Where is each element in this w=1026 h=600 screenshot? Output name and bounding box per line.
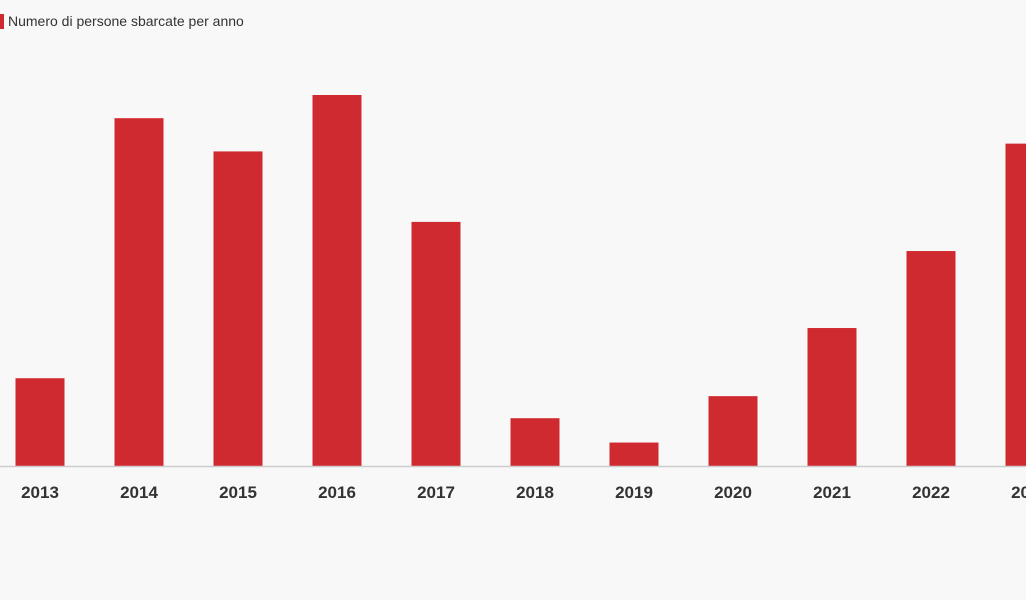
legend-swatch	[0, 13, 4, 29]
bar-2017	[411, 221, 461, 466]
bar-2014	[114, 118, 164, 466]
x-tick-label-2014: 2014	[120, 483, 158, 502]
x-axis-ticks: 2013 2014 2015 2016 2017 2018 2019 2020 2021 2022…	[21, 483, 1026, 502]
x-tick-label-2015: 2015	[219, 483, 257, 502]
bar-2016	[312, 95, 362, 466]
bar-2018	[510, 418, 560, 466]
x-tick-label-2022: 2022	[912, 483, 950, 502]
bar-2019	[609, 442, 659, 466]
legend-label: Numero di persone sbarcate per anno	[8, 13, 244, 29]
bar-2020	[708, 396, 758, 466]
x-tick-label-2019: 2019	[615, 483, 653, 502]
bar-2023	[1005, 143, 1026, 466]
bars-group	[15, 95, 1026, 466]
x-tick-label-2016: 2016	[318, 483, 356, 502]
bar-2022	[906, 251, 956, 466]
x-tick-label-2021: 2021	[813, 483, 851, 502]
bar-2015	[213, 151, 263, 466]
x-tick-label-2018: 2018	[516, 483, 554, 502]
legend: Numero di persone sbarcate per anno	[0, 13, 244, 29]
x-tick-label-2013: 2013	[21, 483, 59, 502]
x-tick-label-2020: 2020	[714, 483, 752, 502]
bar-2021	[807, 328, 857, 466]
x-tick-label-2017: 2017	[417, 483, 455, 502]
x-tick-label-2023: 2023	[1011, 483, 1026, 502]
bar-2013	[15, 378, 65, 466]
